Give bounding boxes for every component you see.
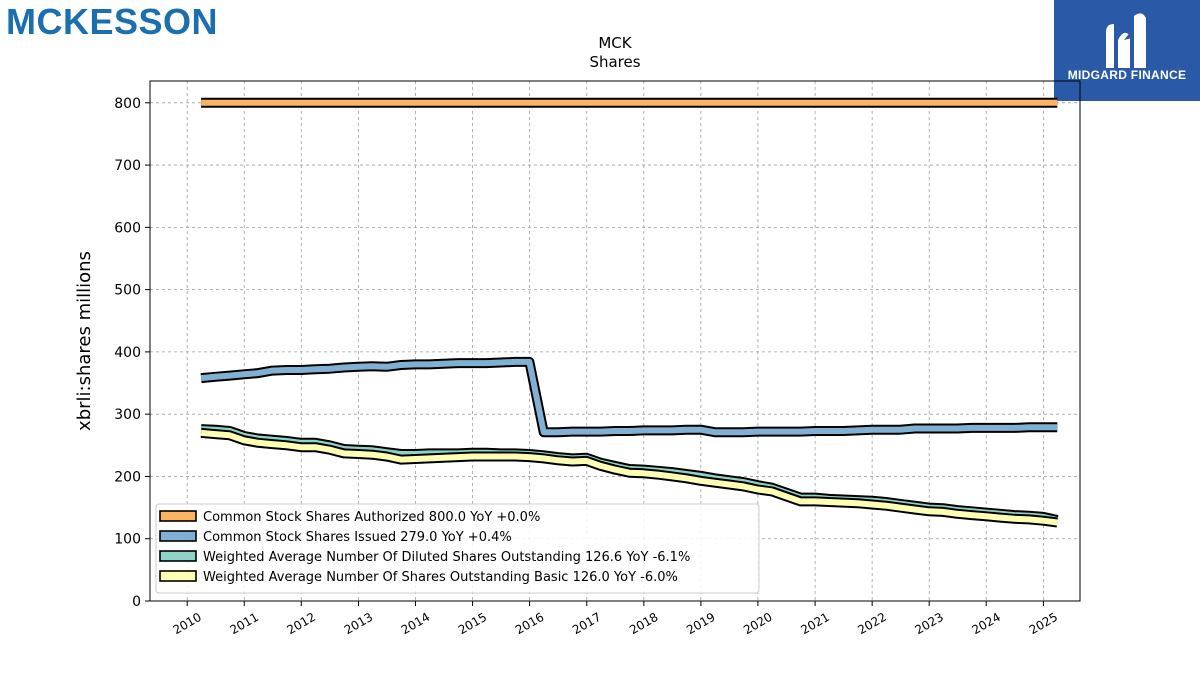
x-tick-label: 2011 <box>228 610 261 637</box>
legend-swatch <box>159 550 197 562</box>
y-tick-label: 500 <box>114 283 141 299</box>
y-tick-label: 200 <box>114 469 141 485</box>
y-axis: 0 100 200 300 400 500 600 700 800 <box>114 96 150 610</box>
series-layer <box>200 97 1059 528</box>
x-tick-label: 2014 <box>399 610 432 637</box>
x-tick-label: 2010 <box>170 610 203 637</box>
midgard-finance-label: MIDGARD FINANCE <box>1067 68 1187 82</box>
midgard-finance-logo: MIDGARD FINANCE <box>1054 0 1200 101</box>
plot-frame <box>149 80 1081 602</box>
y-tick-label: 400 <box>114 345 141 361</box>
x-tick-label: 2016 <box>513 610 546 637</box>
y-tick-label: 0 <box>132 594 141 610</box>
chart-subtitle: Shares <box>589 53 640 71</box>
mckesson-logo-text: MCKESSON <box>6 1 219 42</box>
x-tick-label: 2024 <box>970 610 1003 637</box>
legend-swatch <box>159 570 197 582</box>
series-line <box>200 358 1058 436</box>
x-tick-label: 2025 <box>1027 610 1060 637</box>
x-tick-label: 2022 <box>855 610 888 637</box>
x-tick-label: 2021 <box>798 610 831 637</box>
legend-label: Weighted Average Number Of Shares Outsta… <box>203 570 678 585</box>
y-tick-label: 700 <box>114 158 141 174</box>
legend-swatch <box>159 510 197 522</box>
series-line-outline <box>200 356 1058 438</box>
y-tick-label: 300 <box>114 407 141 423</box>
legend-label: Common Stock Shares Authorized 800.0 YoY… <box>203 510 540 525</box>
x-axis: 2010 2011 2012 2013 2014 2015 2016 2017 2018 2019… <box>170 601 1060 637</box>
x-tick-label: 2018 <box>627 610 660 637</box>
y-axis-label: xbrli:shares millions <box>74 251 95 431</box>
chart-title: MCK <box>598 34 632 52</box>
x-tick-label: 2012 <box>285 610 318 637</box>
x-tick-label: 2015 <box>456 610 489 637</box>
x-tick-label: 2023 <box>912 610 945 637</box>
mckesson-logo: MCKESSON <box>6 2 218 42</box>
y-tick-label: 600 <box>114 220 141 236</box>
legend: Common Stock Shares Authorized 800.0 YoY… <box>155 503 760 594</box>
legend-swatch <box>159 530 197 542</box>
x-tick-label: 2013 <box>342 610 375 637</box>
x-tick-label: 2019 <box>684 610 717 637</box>
legend-label: Common Stock Shares Issued 279.0 YoY +0.… <box>203 530 512 545</box>
midgard-mark-icon <box>1106 13 1146 68</box>
series-line <box>200 429 1058 526</box>
y-tick-label: 100 <box>114 532 141 548</box>
legend-label: Weighted Average Number Of Diluted Share… <box>203 550 690 565</box>
x-tick-label: 2020 <box>741 610 774 637</box>
x-tick-label: 2017 <box>570 610 603 637</box>
y-tick-label: 800 <box>114 96 141 112</box>
legend-frame <box>155 503 760 594</box>
